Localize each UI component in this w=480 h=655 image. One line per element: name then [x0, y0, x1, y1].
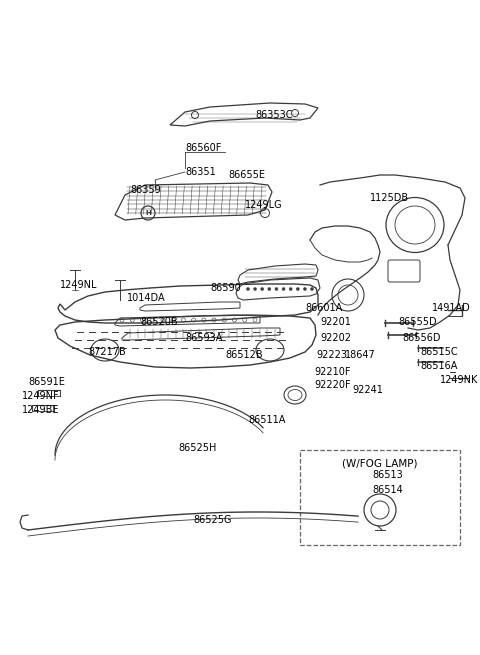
Text: (W/FOG LAMP): (W/FOG LAMP) — [342, 459, 418, 469]
Text: 86655E: 86655E — [228, 170, 265, 180]
Text: 86512B: 86512B — [225, 350, 263, 360]
Text: 1249NL: 1249NL — [60, 280, 97, 290]
Text: 86593A: 86593A — [185, 333, 222, 343]
Text: 92223: 92223 — [316, 350, 347, 360]
Text: 86525H: 86525H — [178, 443, 216, 453]
Circle shape — [296, 288, 299, 291]
Text: 86515C: 86515C — [420, 347, 457, 357]
Text: 86514: 86514 — [372, 485, 403, 495]
Text: 92201: 92201 — [320, 317, 351, 327]
Text: 87217B: 87217B — [88, 347, 126, 357]
Text: 86590: 86590 — [210, 283, 241, 293]
Circle shape — [289, 288, 292, 291]
Text: 1014DA: 1014DA — [127, 293, 166, 303]
Text: 86516A: 86516A — [420, 361, 457, 371]
Text: 86513: 86513 — [372, 470, 403, 480]
Text: 86525G: 86525G — [193, 515, 231, 525]
Text: 1249NF: 1249NF — [22, 391, 60, 401]
Text: 92210F: 92210F — [314, 367, 350, 377]
Text: 86511A: 86511A — [248, 415, 286, 425]
Text: 86555D: 86555D — [398, 317, 437, 327]
Text: 1249NK: 1249NK — [440, 375, 479, 385]
Circle shape — [311, 288, 313, 291]
Circle shape — [247, 288, 250, 291]
Circle shape — [303, 288, 306, 291]
Circle shape — [268, 288, 271, 291]
Text: 86556D: 86556D — [402, 333, 441, 343]
Text: 86601A: 86601A — [305, 303, 342, 313]
Text: 86591E: 86591E — [28, 377, 65, 387]
Text: 1125DB: 1125DB — [370, 193, 409, 203]
Text: 18647: 18647 — [345, 350, 376, 360]
Text: 92220F: 92220F — [314, 380, 350, 390]
Circle shape — [282, 288, 285, 291]
Text: 86353C: 86353C — [255, 110, 292, 120]
Text: 1249LG: 1249LG — [245, 200, 283, 210]
Text: 86359: 86359 — [130, 185, 161, 195]
Circle shape — [275, 288, 278, 291]
Text: 1249BE: 1249BE — [22, 405, 60, 415]
Text: 92202: 92202 — [320, 333, 351, 343]
Circle shape — [253, 288, 257, 291]
Text: 86351: 86351 — [185, 167, 216, 177]
Circle shape — [261, 288, 264, 291]
Text: 86560F: 86560F — [185, 143, 221, 153]
Text: 92241: 92241 — [352, 385, 383, 395]
Text: 1491AD: 1491AD — [432, 303, 471, 313]
Text: 86520B: 86520B — [140, 317, 178, 327]
Text: H: H — [145, 210, 151, 216]
